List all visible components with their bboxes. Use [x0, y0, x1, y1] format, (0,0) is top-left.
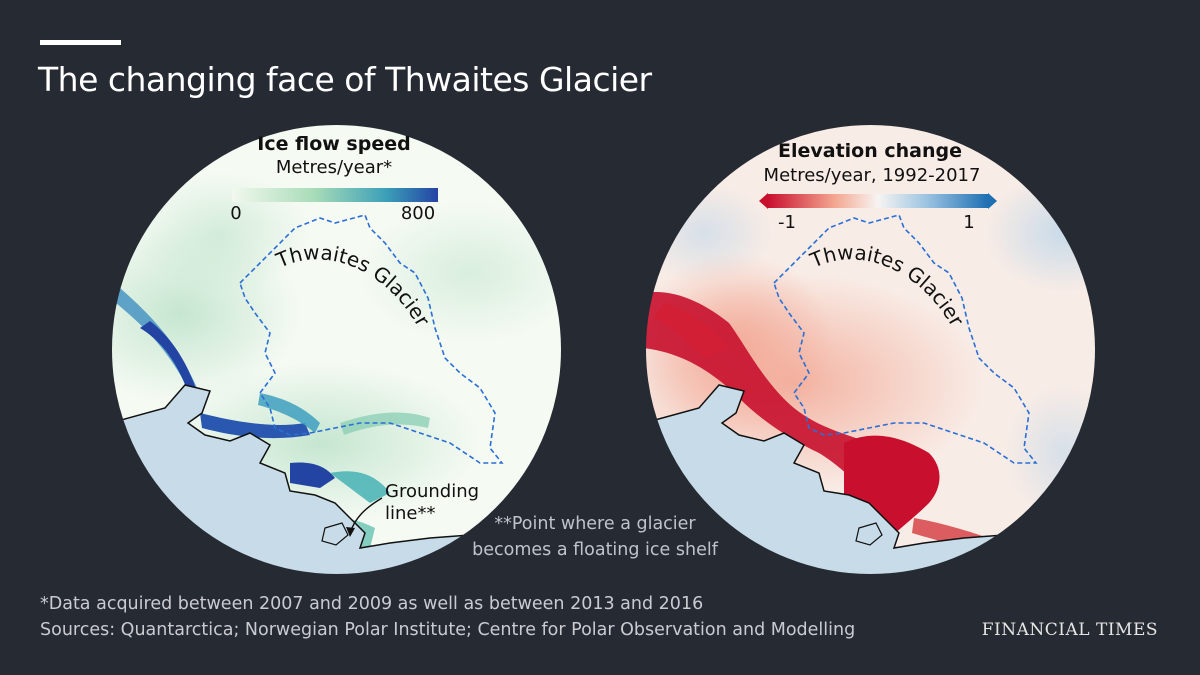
elevation-legend-subtitle: Metres/year, 1992-2017	[763, 165, 981, 186]
grounding-line-note: **Point where a glacier becomes a floati…	[472, 514, 718, 560]
ice-flow-map: Thwaites Glacier Ice flow speed Metres/y…	[110, 123, 563, 576]
elevation-scale	[768, 194, 988, 208]
scale-right-arrow	[988, 193, 997, 209]
elevation-legend-title: Elevation change	[778, 140, 962, 162]
flow-scale-min: 0	[230, 203, 242, 224]
flow-scale-max: 800	[400, 203, 436, 224]
elevation-change-map: Thwaites Glacier Elevation change Metres…	[644, 123, 1097, 576]
header-rule	[40, 40, 121, 45]
page-title: The changing face of Thwaites Glacier	[38, 60, 652, 99]
footnote: *Data acquired between 2007 and 2009 as …	[40, 594, 704, 614]
elevation-scale-max: 1	[963, 212, 975, 233]
brand-logo: FINANCIAL TIMES	[981, 620, 1158, 640]
elevation-scale-min: -1	[778, 212, 796, 233]
flow-legend-title: Ice flow speed	[257, 133, 411, 155]
sources: Sources: Quantarctica; Norwegian Polar I…	[40, 620, 856, 640]
flow-legend-subtitle: Metres/year*	[275, 157, 393, 178]
grounding-line-label: Grounding line**	[385, 481, 480, 524]
scale-left-arrow	[759, 193, 768, 209]
flow-speed-scale	[232, 188, 438, 202]
